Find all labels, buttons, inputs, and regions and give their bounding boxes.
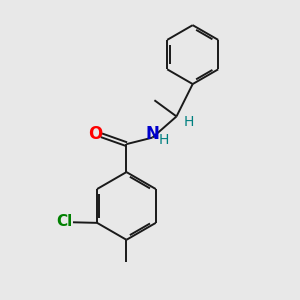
- Text: Cl: Cl: [57, 214, 73, 229]
- Text: O: O: [88, 125, 103, 143]
- Text: H: H: [158, 133, 169, 147]
- Text: H: H: [184, 115, 194, 129]
- Text: N: N: [146, 125, 159, 143]
